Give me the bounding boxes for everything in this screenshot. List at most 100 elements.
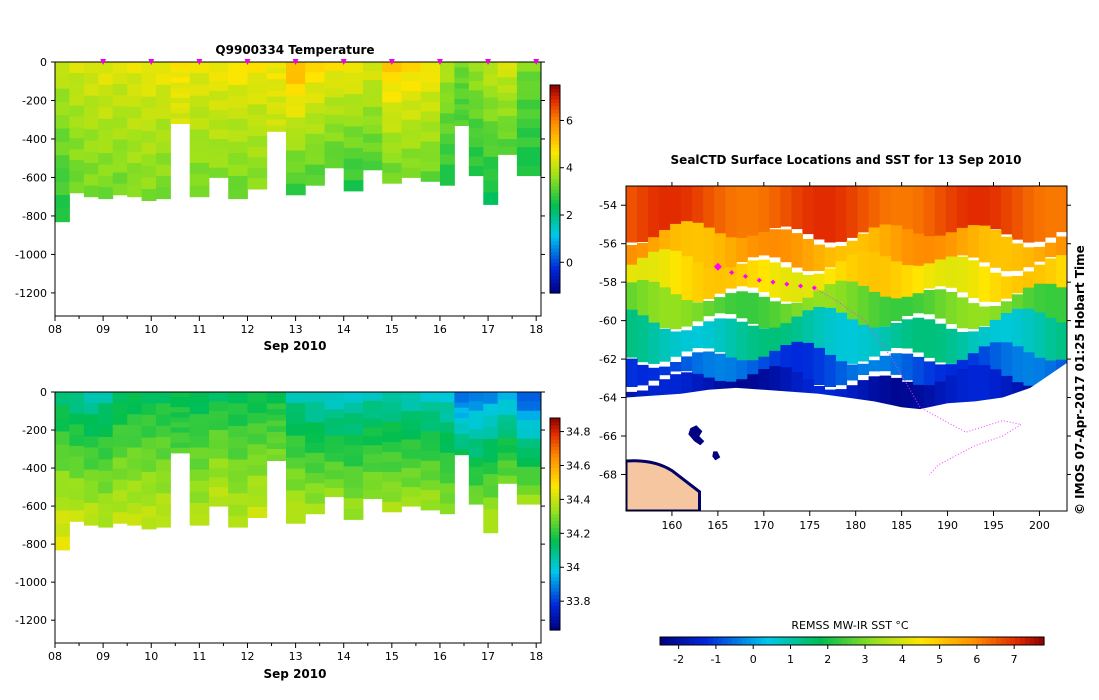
section-cell — [189, 95, 210, 108]
section-cell — [401, 487, 422, 498]
section-cell — [497, 69, 518, 78]
colorbar-segment — [550, 559, 560, 564]
section-cell — [305, 103, 325, 114]
section-cell — [497, 392, 518, 401]
section-cell — [363, 88, 383, 99]
section-cell — [189, 480, 210, 493]
sst-cell — [780, 186, 792, 227]
colorbar-segment — [550, 209, 560, 214]
section-cell — [324, 418, 345, 428]
section-cell — [156, 414, 171, 427]
section-cell — [55, 88, 70, 103]
section-cell — [401, 139, 422, 150]
sst-cell — [934, 289, 947, 319]
profile-column — [209, 392, 229, 507]
section-cell — [209, 477, 229, 488]
sst-cell — [637, 364, 649, 386]
sst-cell — [923, 186, 936, 243]
section-cell — [497, 414, 518, 423]
x-tick-label: 15 — [385, 323, 399, 336]
sst-cell — [945, 232, 958, 258]
section-cell — [209, 496, 229, 507]
section-cell — [83, 95, 99, 108]
seal-surface-location — [756, 277, 762, 283]
colorbar-segment — [550, 485, 560, 490]
section-cell — [516, 466, 542, 477]
section-cell — [363, 106, 383, 117]
sst-cell — [956, 359, 969, 375]
section-cell — [305, 123, 325, 135]
section-cell — [266, 443, 287, 450]
colorbar-segment — [550, 442, 560, 447]
section-cell — [305, 483, 325, 494]
colorbar-segment — [550, 171, 560, 176]
section-cell — [209, 81, 229, 92]
section-cell — [343, 413, 364, 425]
section-cell — [266, 114, 287, 121]
section-cell — [401, 439, 422, 450]
section-cell — [141, 392, 157, 404]
section-cell — [382, 82, 402, 93]
section-cell — [170, 72, 191, 78]
colorbar-segment — [780, 637, 786, 645]
section-cell — [228, 425, 248, 438]
sst-cell — [802, 275, 814, 299]
section-cell — [69, 456, 85, 468]
section-cell — [156, 62, 171, 74]
sst-cell — [857, 324, 870, 362]
section-cell — [228, 73, 248, 86]
section-cell — [420, 431, 441, 442]
seal-surface-location — [811, 285, 817, 291]
x-tick-label: 160 — [661, 519, 682, 532]
section-cell — [497, 139, 518, 148]
section-cell — [454, 109, 470, 116]
section-cell — [401, 468, 422, 479]
sst-cell — [923, 236, 936, 268]
sst-cell — [670, 294, 682, 330]
section-cell — [483, 85, 499, 99]
section-cell — [454, 104, 470, 111]
section-cell — [401, 392, 422, 402]
section-cell — [497, 115, 518, 125]
section-cell — [440, 452, 455, 464]
section-cell — [286, 446, 306, 459]
colorbar-segment — [550, 265, 560, 270]
section-cell — [343, 392, 364, 404]
sst-cell — [824, 284, 836, 315]
sst-cell — [813, 307, 825, 353]
sst-cell — [923, 385, 936, 418]
y-tick-label: 0 — [40, 56, 47, 69]
section-cell — [420, 91, 441, 103]
colorbar-segment — [550, 615, 560, 620]
sst-cell — [758, 186, 770, 233]
profile-column — [170, 62, 191, 124]
colorbar-segment — [550, 133, 560, 138]
section-cell — [483, 474, 499, 487]
sst-cell — [912, 186, 925, 240]
section-cell — [83, 106, 99, 119]
section-cell — [382, 491, 402, 503]
section-cell — [98, 470, 114, 483]
section-cell — [209, 439, 229, 450]
colorbar-segment — [1015, 637, 1021, 645]
section-cell — [420, 111, 441, 123]
sst-cell — [978, 225, 991, 263]
sst-cell — [956, 369, 969, 418]
section-cell — [454, 62, 470, 68]
section-cell — [382, 392, 402, 403]
section-cell — [209, 71, 229, 82]
section-cell — [497, 399, 518, 408]
section-cell — [468, 118, 484, 129]
section-cell — [497, 445, 518, 454]
sst-cell — [989, 306, 1002, 321]
section-cell — [454, 83, 470, 89]
section-cell — [69, 489, 85, 501]
colorbar-segment — [550, 282, 560, 287]
sst-cell — [626, 309, 638, 358]
sst-cell — [659, 186, 671, 233]
section-cell — [497, 146, 518, 155]
section-cell — [343, 434, 364, 446]
section-cell — [468, 71, 484, 82]
profile-marker — [148, 59, 155, 65]
section-cell — [209, 468, 229, 479]
